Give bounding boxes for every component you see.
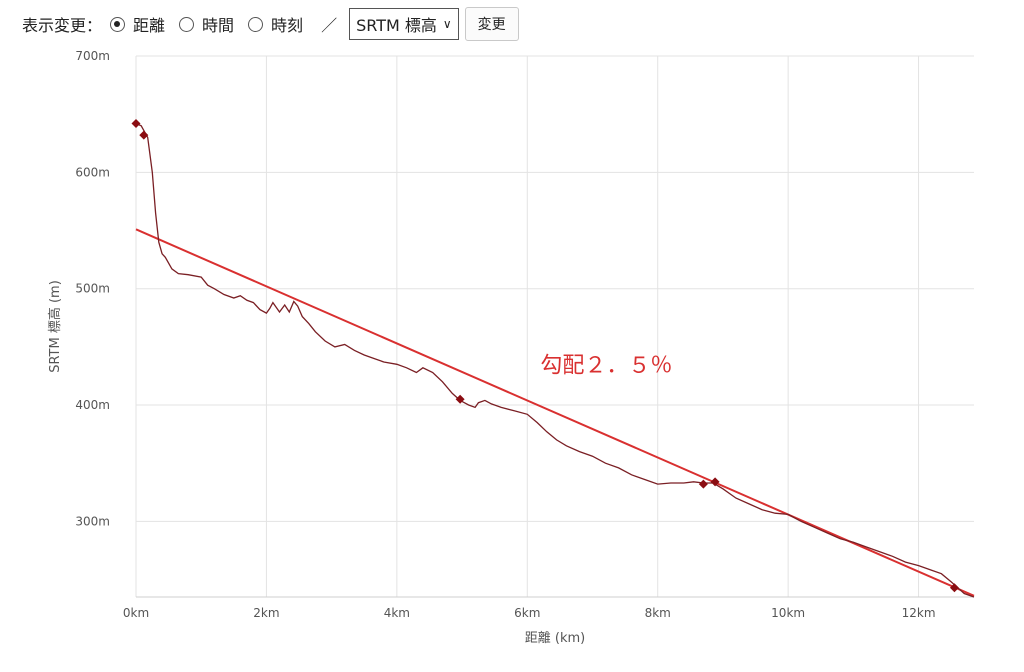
radio-clock-time-button[interactable] bbox=[248, 16, 264, 32]
x-tick-label: 12km bbox=[902, 606, 936, 620]
waypoint-marker bbox=[949, 583, 959, 593]
y-tick-label: 600m bbox=[75, 165, 110, 179]
y-axis-title: SRTM 標高 (m) bbox=[47, 280, 63, 373]
x-tick-label: 6km bbox=[514, 606, 540, 620]
chart-grid bbox=[135, 55, 974, 598]
x-tick-label: 8km bbox=[645, 606, 671, 620]
y-tick-label: 500m bbox=[75, 282, 110, 296]
y-tick-label: 400m bbox=[75, 398, 110, 412]
waypoint-marker bbox=[455, 394, 465, 404]
change-button[interactable]: 変更 bbox=[464, 7, 519, 41]
waypoint-marker bbox=[698, 479, 708, 489]
x-tick-label: 10km bbox=[771, 606, 805, 620]
elevation-series-group bbox=[131, 118, 975, 598]
waypoint-marker bbox=[710, 477, 720, 487]
display-toolbar: 表示変更： 距離 時間 時刻 ／ SRTM 標高 ∨ 変更 bbox=[22, 7, 519, 41]
radio-time[interactable]: 時間 bbox=[179, 12, 234, 36]
gradient-annotation: 勾配２．５％ bbox=[540, 353, 672, 378]
display-change-label: 表示変更： bbox=[22, 16, 103, 35]
waypoint-marker bbox=[131, 118, 141, 128]
radio-time-button[interactable] bbox=[179, 16, 195, 32]
x-axis-ticks: 0km 2km 4km 6km 8km 10km 12km bbox=[123, 606, 936, 620]
x-tick-label: 4km bbox=[384, 606, 410, 620]
gradient-trendline-group bbox=[135, 228, 975, 597]
radio-distance[interactable]: 距離 bbox=[110, 12, 165, 36]
chevron-down-icon: ∨ bbox=[442, 17, 452, 31]
elevation-source-select[interactable]: SRTM 標高 ∨ bbox=[349, 8, 459, 40]
waypoint-marker bbox=[139, 130, 149, 140]
x-tick-label: 0km bbox=[123, 606, 149, 620]
separator: ／ bbox=[321, 16, 338, 35]
y-axis-ticks: 300m 400m 500m 600m 700m bbox=[75, 49, 110, 528]
radio-clock-time-label: 時刻 bbox=[271, 16, 304, 35]
y-tick-label: 700m bbox=[75, 49, 110, 63]
x-tick-label: 2km bbox=[253, 606, 279, 620]
gradient-trendline bbox=[135, 228, 975, 597]
y-tick-label: 300m bbox=[75, 514, 110, 528]
x-axis-title: 距離 (km) bbox=[525, 631, 585, 646]
radio-clock-time[interactable]: 時刻 bbox=[248, 12, 303, 36]
radio-distance-label: 距離 bbox=[133, 16, 166, 35]
radio-time-label: 時間 bbox=[202, 16, 235, 35]
radio-distance-button[interactable] bbox=[110, 16, 126, 32]
elevation-source-value: SRTM 標高 bbox=[356, 16, 437, 35]
elevation-line bbox=[135, 122, 975, 598]
